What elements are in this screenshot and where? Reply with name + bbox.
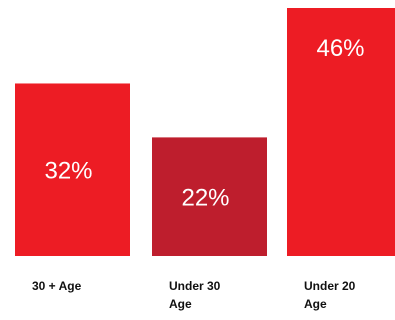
category-label-line: 30 + Age [32, 279, 82, 293]
bar-2 [152, 137, 267, 256]
bar-value-label-2: 22% [181, 185, 229, 212]
category-label-line: Under 30 [169, 279, 221, 293]
bar-value-label-3: 46% [316, 35, 364, 62]
category-label-3: Under 20 Age [304, 279, 356, 311]
bar-1 [15, 83, 130, 256]
category-label-line: Under 20 [304, 279, 356, 293]
bar-3 [287, 8, 395, 256]
category-label-line: Age [304, 297, 327, 311]
category-label-line: Age [169, 297, 192, 311]
category-label-1: 30 + Age [32, 279, 82, 293]
category-label-2: Under 30 Age [169, 279, 221, 311]
bar-value-label-1: 32% [44, 158, 92, 185]
